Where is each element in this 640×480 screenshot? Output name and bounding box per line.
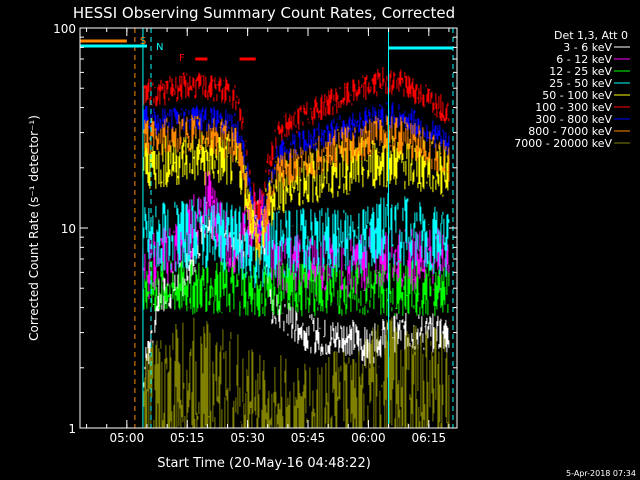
marker-label: S xyxy=(140,36,146,47)
legend-item-label: 50 - 100 keV xyxy=(542,89,612,102)
legend-item-label: 300 - 800 keV xyxy=(535,113,612,126)
y-tick-label: 100 xyxy=(53,22,76,36)
y-tick-label: 10 xyxy=(61,222,76,236)
legend-item-label: 100 - 300 keV xyxy=(535,101,612,114)
x-tick-label: 05:30 xyxy=(230,431,265,445)
series-9 xyxy=(142,317,450,428)
legend-item-label: 800 - 7000 keV xyxy=(528,125,612,138)
legend-item-label: 12 - 25 keV xyxy=(549,65,612,78)
legend-item-label: 25 - 50 keV xyxy=(549,77,612,90)
legend-item-label: 6 - 12 keV xyxy=(556,53,612,66)
x-tick-label: 05:45 xyxy=(291,431,326,445)
marker-label: N xyxy=(156,42,163,53)
x-tick-label: 06:15 xyxy=(412,431,447,445)
legend-item-label: 7000 - 20000 keV xyxy=(514,137,612,150)
footer-timestamp: 5-Apr-2018 07:34 xyxy=(566,469,636,478)
series-trace xyxy=(142,171,450,300)
axes-layer: 05:00 05:15 05:30 05:45 06:00 06:15 1 10 100 xyxy=(53,22,457,445)
series-layer xyxy=(142,67,450,428)
x-tick-label: 05:00 xyxy=(110,431,145,445)
legend-title: Det 1,3, Att 0 xyxy=(554,29,628,42)
markers-layer: SN F xyxy=(80,28,454,428)
x-tick-label: 06:00 xyxy=(351,431,386,445)
chart-title: HESSI Observing Summary Count Rates, Cor… xyxy=(73,4,455,22)
legend-item-label: 3 - 6 keV xyxy=(563,41,612,54)
y-axis-label: Corrected Count Rate (s⁻¹ detector⁻¹) xyxy=(27,115,41,341)
x-tick-label: 05:15 xyxy=(170,431,205,445)
marker-label: F xyxy=(179,53,185,64)
series-2 xyxy=(142,171,450,300)
x-axis-label: Start Time (20-May-16 04:48:22) xyxy=(157,456,371,471)
series-trace xyxy=(142,317,450,428)
y-tick-label: 1 xyxy=(68,422,76,436)
